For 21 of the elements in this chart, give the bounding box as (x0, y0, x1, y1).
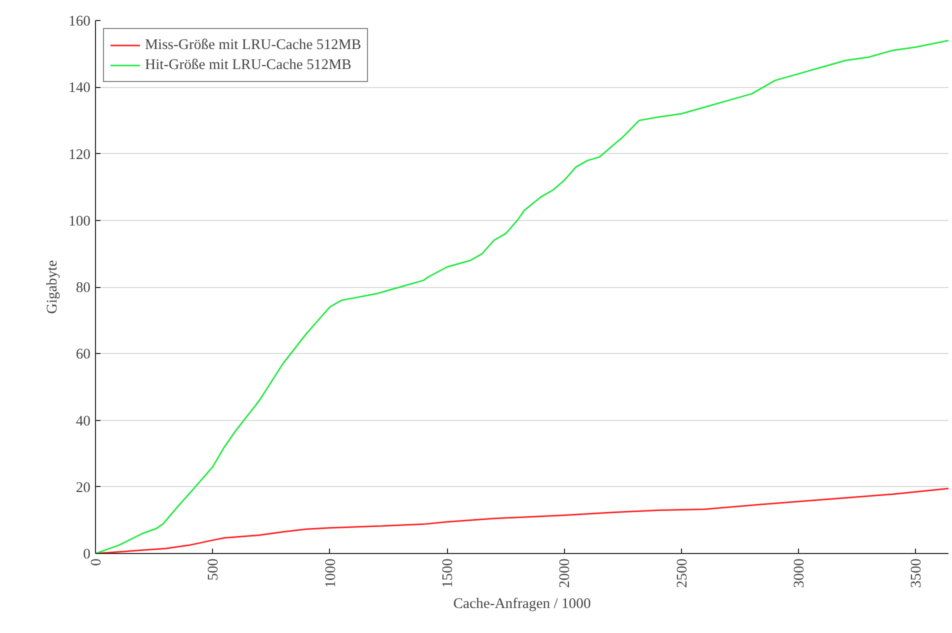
y-tick-label: 80 (76, 280, 90, 296)
y-tick-label: 100 (68, 213, 90, 230)
y-tick-label: 120 (68, 146, 90, 163)
y-tick-label: 140 (68, 80, 90, 96)
x-axis-title: Cache-Anfragen / 1000 (453, 596, 591, 612)
x-tick-label: 500 (206, 558, 222, 580)
y-tick-label: 40 (76, 413, 90, 430)
legend-label: Hit-Größe mit LRU-Cache 512MB (145, 56, 352, 74)
x-tick-label: 2000 (557, 558, 574, 588)
x-tick-label: 0 (88, 558, 104, 566)
y-axis-title: Gigabyte (44, 260, 61, 314)
x-tick-label: 2500 (674, 558, 690, 588)
x-tick-label: 3500 (908, 558, 925, 588)
x-tick-label: 1500 (440, 558, 456, 588)
x-tick-label: 1000 (322, 558, 339, 588)
y-tick-label: 0 (83, 546, 90, 562)
y-tick-label: 160 (68, 14, 90, 30)
x-tick-label: 3000 (792, 558, 808, 588)
legend-label: Miss-Größe mit LRU-Cache 512MB (145, 36, 362, 54)
y-tick-label: 60 (76, 346, 90, 363)
y-tick-label: 20 (76, 480, 90, 496)
